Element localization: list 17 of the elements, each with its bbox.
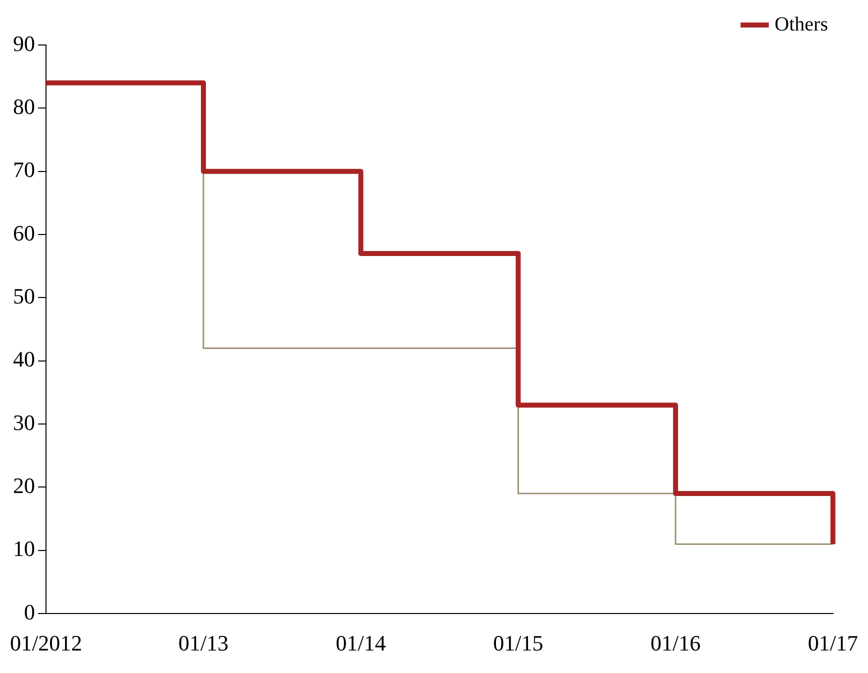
x-tick-label: 01/14 [336,630,386,656]
y-tick-label: 90 [13,30,36,56]
y-tick-label: 10 [13,536,36,562]
x-tick-label: 01/2012 [10,630,82,656]
y-tick-label: 50 [13,283,36,308]
y-tick-label: 80 [13,94,36,119]
x-tick-label: 01/13 [178,630,228,656]
x-tick-label: 01/17 [808,630,858,656]
y-tick-label: 60 [13,220,36,246]
y-tick-label: 0 [24,599,36,624]
x-tick-label: 01/16 [650,630,701,656]
y-tick-label: 70 [13,157,36,182]
x-tick-label: 01/15 [493,630,544,656]
y-tick-label: 20 [13,473,36,498]
legend-label: Others [774,13,828,36]
y-tick-label: 30 [13,410,36,435]
y-tick-label: 40 [13,346,36,372]
